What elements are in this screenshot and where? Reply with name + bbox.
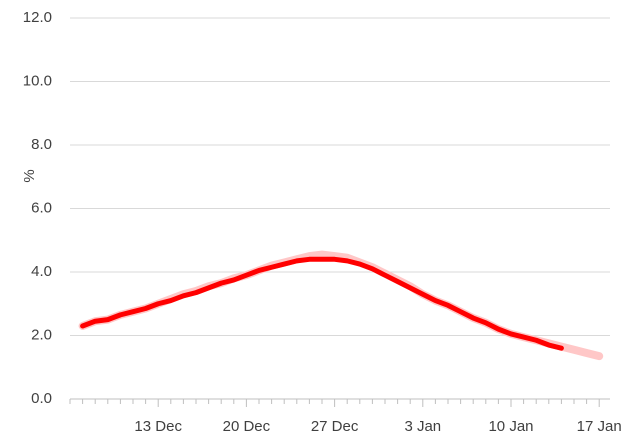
x-tick-label: 10 Jan [488,418,533,435]
y-tick-label: 2.0 [31,326,52,343]
y-axis-label: % [21,169,38,182]
y-tick-label: 6.0 [31,199,52,216]
x-tick-label: 13 Dec [134,418,182,435]
x-tick-label: 3 Jan [404,418,441,435]
y-tick-label: 0.0 [31,390,52,407]
y-tick-label: 12.0 [23,9,52,26]
line-series [80,256,564,351]
x-tick-label: 27 Dec [311,418,359,435]
y-tick-label: 10.0 [23,72,52,89]
x-tick-label: 20 Dec [223,418,271,435]
y-tick-label: 4.0 [31,263,52,280]
x-tick-label: 17 Jan [577,418,622,435]
y-tick-label: 8.0 [31,136,52,153]
